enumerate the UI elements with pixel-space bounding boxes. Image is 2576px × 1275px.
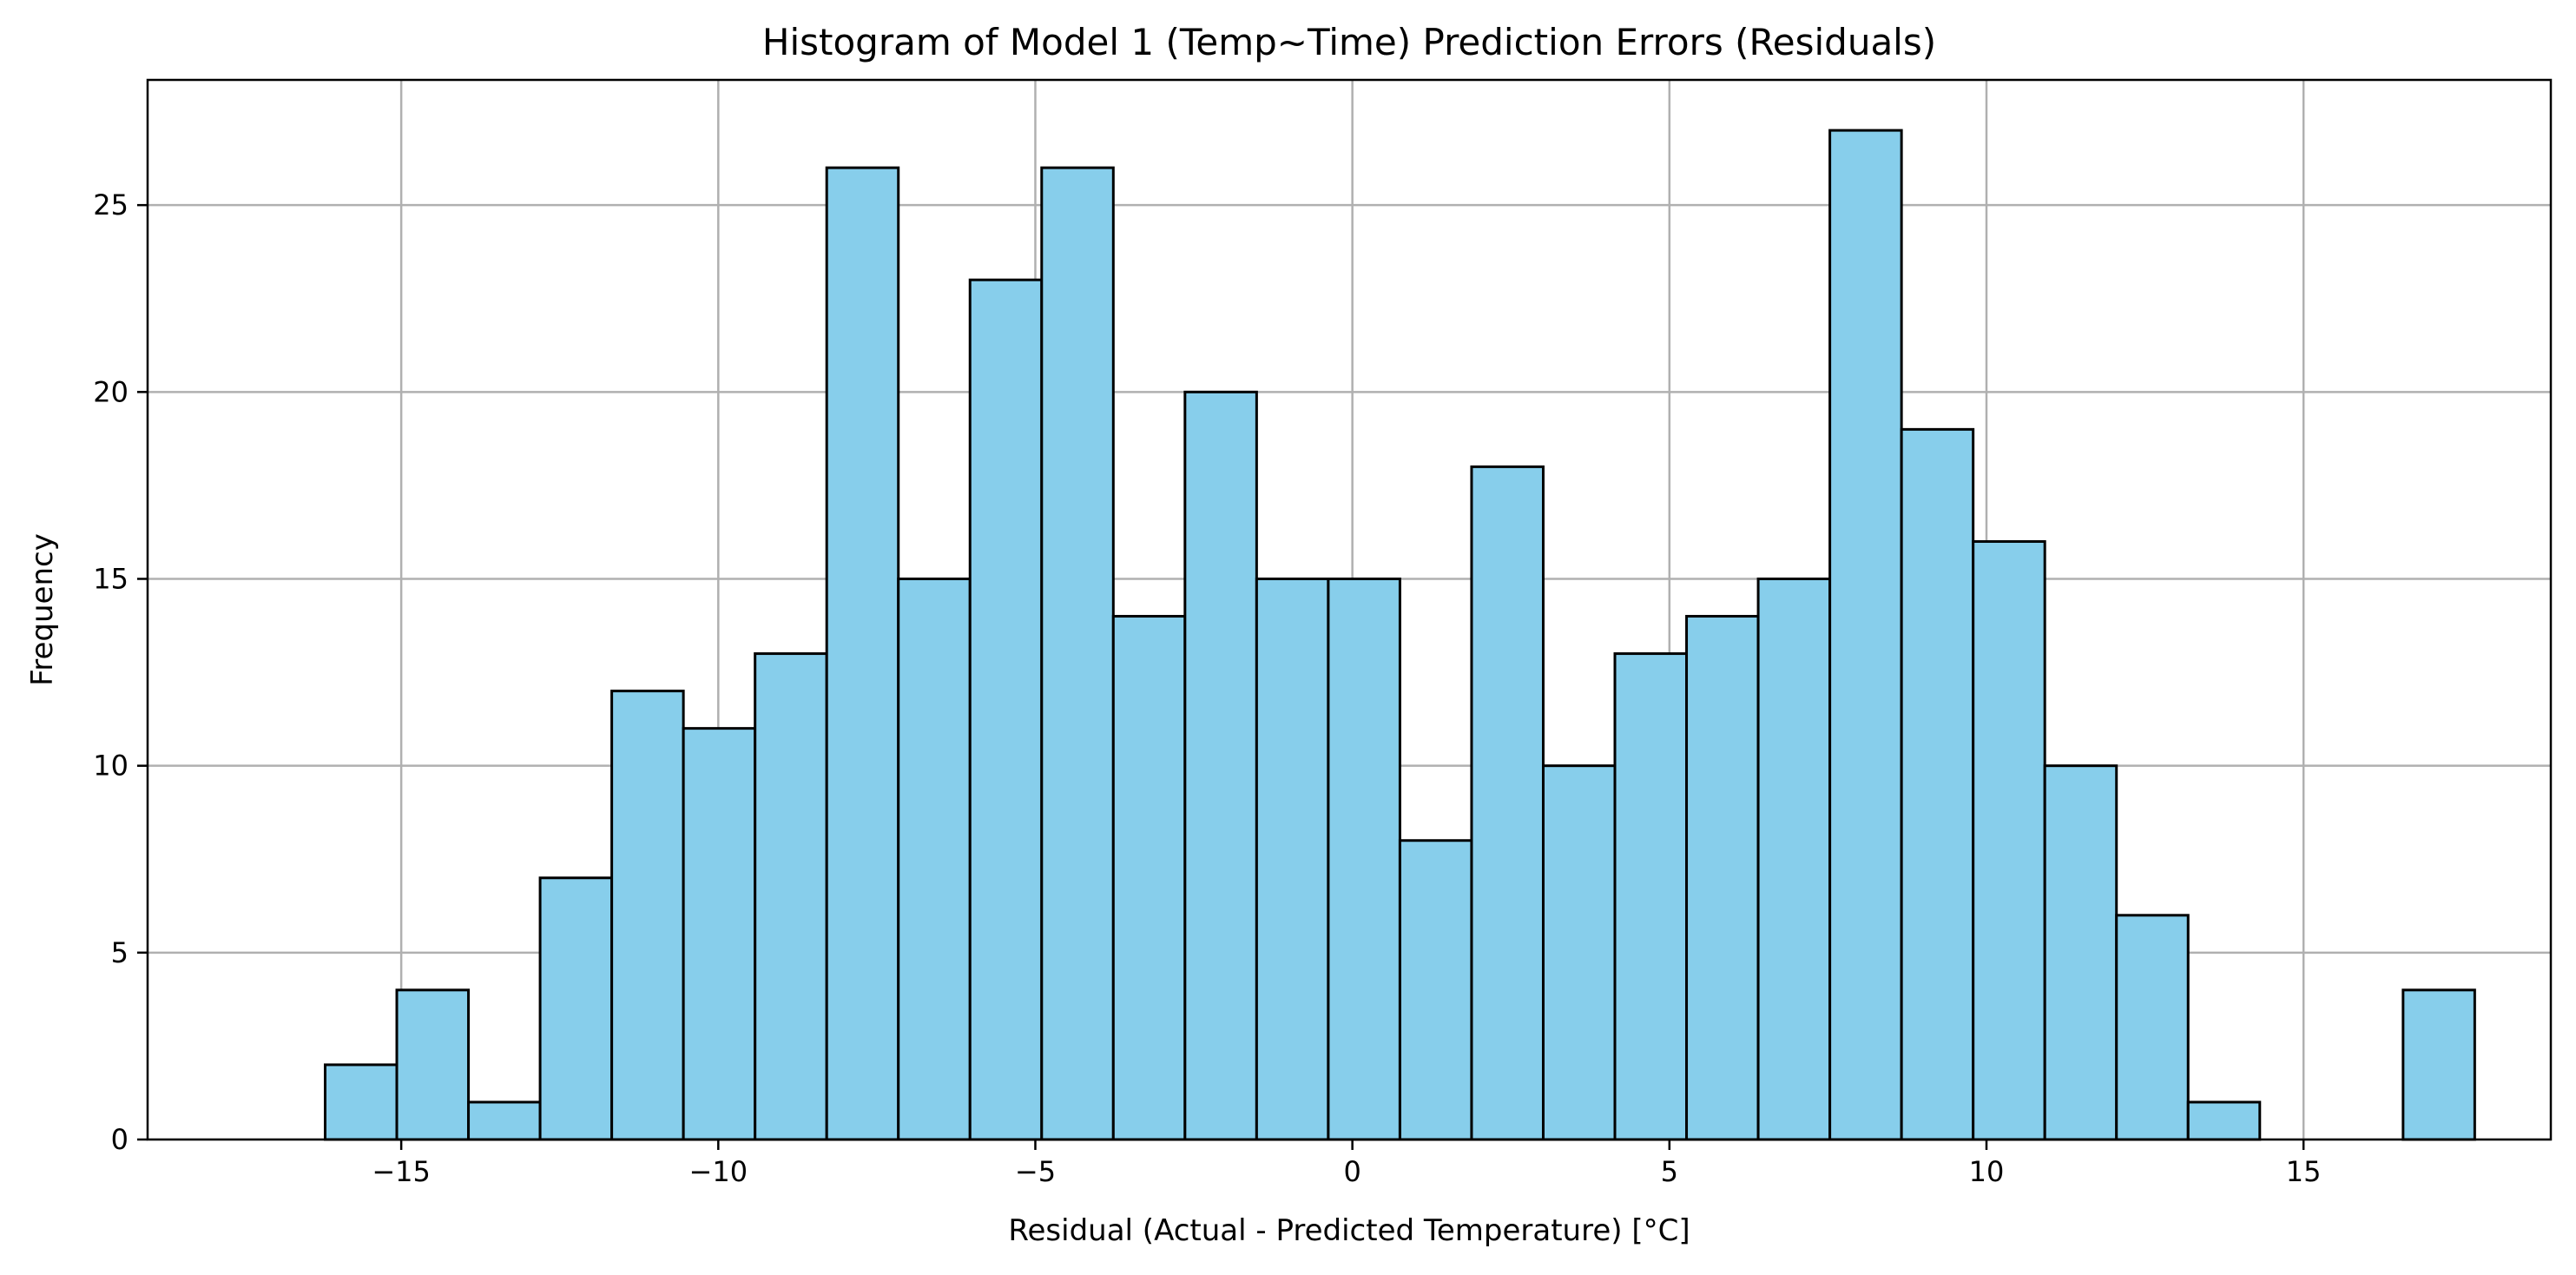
- chart-title: Histogram of Model 1 (Temp~Time) Predict…: [762, 21, 1936, 63]
- histogram-bar: [1756, 577, 1832, 1141]
- x-tick-label: −5: [1015, 1155, 1056, 1188]
- histogram-bar: [1040, 166, 1115, 1141]
- histogram-bar: [1111, 615, 1187, 1141]
- histogram-bar: [1900, 427, 1975, 1141]
- histogram-bar: [467, 1100, 542, 1141]
- histogram-bar: [1255, 577, 1330, 1141]
- histogram-bar: [395, 988, 471, 1141]
- y-axis-label: Frequency: [25, 533, 60, 686]
- histogram-bar: [825, 166, 900, 1141]
- histogram-bar: [2186, 1100, 2262, 1141]
- histogram-bar: [968, 278, 1044, 1141]
- histogram-bar: [897, 577, 972, 1141]
- histogram-bar: [1470, 465, 1545, 1141]
- y-tick-label: 0: [111, 1123, 128, 1156]
- histogram-bar: [1183, 390, 1258, 1141]
- histogram-bar: [2401, 988, 2476, 1141]
- histogram-bar: [2043, 764, 2118, 1141]
- axis-ticks: −15 −10 −5 0 5 10 15 0 5 10 15 20 25: [93, 188, 2321, 1188]
- histogram-bar: [1398, 839, 1473, 1141]
- x-tick-label: 5: [1661, 1155, 1678, 1188]
- x-tick-label: −15: [372, 1155, 431, 1188]
- histogram-bar: [682, 727, 757, 1141]
- x-axis-label: Residual (Actual - Predicted Temperature…: [1008, 1213, 1690, 1248]
- plot-frame: [146, 78, 2553, 1141]
- x-tick-label: 15: [2286, 1155, 2322, 1188]
- x-tick-label: −10: [689, 1155, 748, 1188]
- histogram-bar: [1613, 652, 1689, 1141]
- histogram-bar: [1972, 539, 2046, 1141]
- histogram-bar: [1327, 577, 1401, 1141]
- y-tick-label: 20: [93, 375, 128, 408]
- y-tick-label: 25: [93, 188, 128, 221]
- histogram-bar: [1541, 764, 1617, 1141]
- y-tick-label: 15: [93, 562, 128, 595]
- histogram-bar: [323, 1063, 399, 1141]
- x-tick-label: 0: [1343, 1155, 1360, 1188]
- y-tick-label: 10: [93, 750, 128, 783]
- histogram-bar: [1828, 129, 1903, 1141]
- histogram-bars: [323, 129, 2476, 1141]
- y-tick-label: 5: [111, 936, 128, 969]
- histogram-bar: [610, 690, 685, 1141]
- histogram-bar: [538, 876, 614, 1141]
- histogram-bar: [2115, 914, 2190, 1141]
- x-tick-label: 10: [1969, 1155, 2005, 1188]
- histogram-bar: [1685, 615, 1760, 1141]
- histogram-bar: [754, 652, 828, 1141]
